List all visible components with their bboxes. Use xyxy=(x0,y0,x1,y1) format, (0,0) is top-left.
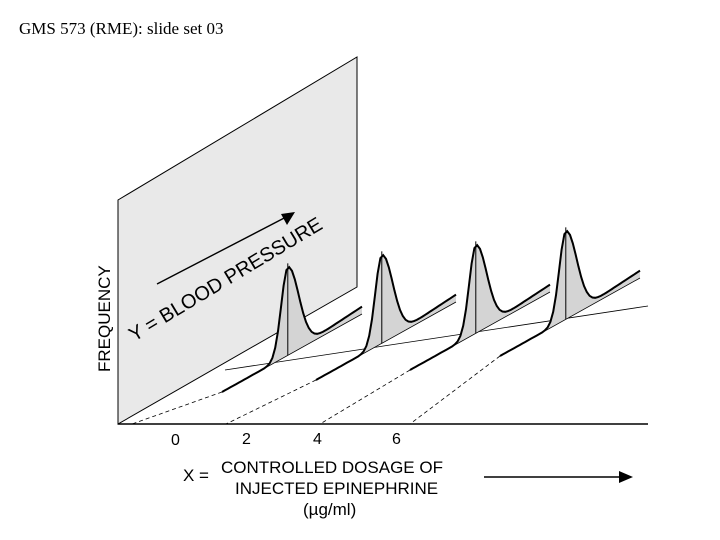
distribution-fill xyxy=(500,231,640,356)
x-arrow-head xyxy=(619,471,633,483)
blood-pressure-plane xyxy=(117,56,358,425)
x-tick-label: 0 xyxy=(171,432,180,449)
x-tick-label: 6 xyxy=(392,431,401,448)
distribution-fill xyxy=(222,267,362,392)
distribution-fill xyxy=(410,245,550,370)
x-tick-label: 4 xyxy=(313,431,322,448)
projection-line xyxy=(409,355,501,425)
y-axis-label: FREQUENCY xyxy=(95,265,114,372)
x-axis-label-prefix: X = xyxy=(183,466,209,485)
frequency-baseline xyxy=(224,305,649,371)
distribution-curves xyxy=(131,227,649,425)
plane-arrow-head xyxy=(281,212,295,225)
distribution-fill xyxy=(316,255,456,380)
projection-line xyxy=(131,391,223,425)
plane-arrow xyxy=(156,214,291,285)
x-tick-label: 2 xyxy=(242,431,251,448)
distribution-base xyxy=(499,277,641,357)
slide-title: GMS 573 (RME): slide set 03 xyxy=(19,19,224,38)
distribution-base xyxy=(315,301,457,381)
projection-line xyxy=(225,379,317,425)
distribution-base xyxy=(409,291,551,371)
distribution-base xyxy=(221,313,363,393)
x-axis-label-line2: INJECTED EPINEPHRINE xyxy=(235,479,438,498)
projection-line xyxy=(319,369,411,425)
x-axis-units: (µg/ml) xyxy=(303,500,356,519)
x-axis-label-line1: CONTROLLED DOSAGE OF xyxy=(221,458,443,477)
